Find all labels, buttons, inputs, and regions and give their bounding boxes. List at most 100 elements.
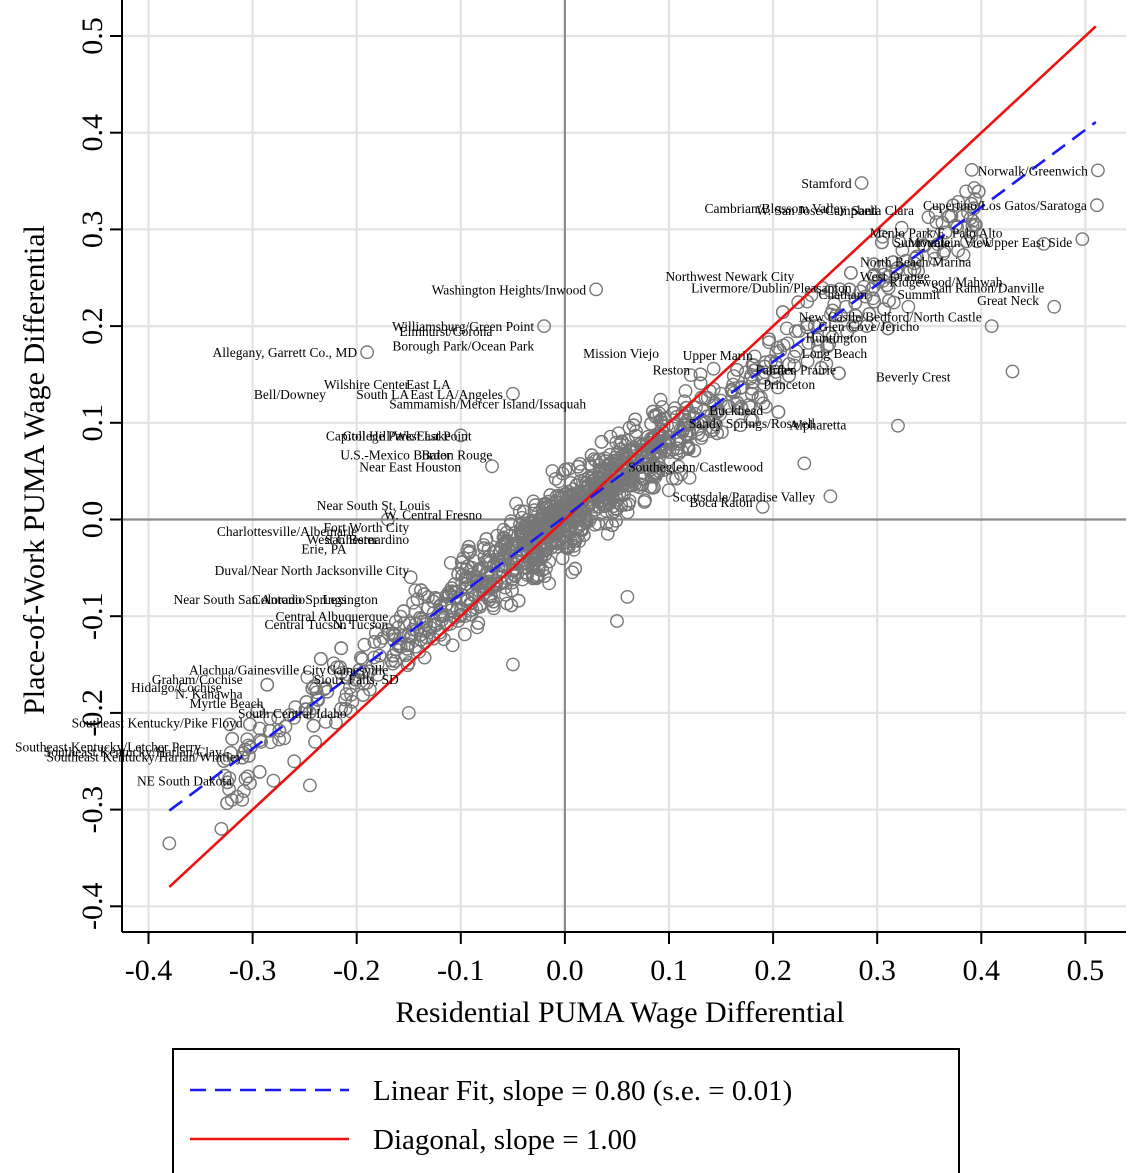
data-point (441, 586, 456, 600)
data-point (589, 282, 603, 297)
data-point (627, 462, 642, 477)
data-point (867, 268, 881, 283)
fit-line (168, 121, 1097, 812)
data-point (620, 464, 635, 478)
point-label: W. Central Fresno (384, 508, 482, 523)
data-point (693, 376, 708, 391)
data-point (592, 467, 607, 481)
data-point (960, 234, 974, 249)
data-point (743, 412, 758, 427)
point-label: Fairfax (755, 363, 794, 378)
data-point (162, 836, 177, 851)
data-point (464, 607, 479, 622)
data-point (401, 706, 416, 720)
point-label: Fort Worth City (324, 520, 410, 535)
data-point (600, 526, 615, 541)
data-point (453, 428, 468, 443)
data-point (388, 654, 403, 668)
point-label: Allegany, Garrett Co., MD (213, 345, 358, 360)
data-point (682, 406, 697, 420)
data-point (951, 243, 965, 258)
data-point (620, 590, 635, 604)
data-point (908, 251, 922, 266)
data-point (678, 384, 693, 398)
data-point (823, 489, 838, 504)
point-label: Sioux Falls, SD (314, 672, 399, 687)
data-point (756, 396, 771, 411)
point-label: East LA/Angeles (410, 387, 503, 402)
data-point (305, 681, 320, 696)
data-point (881, 321, 895, 336)
point-label: Cupertino/Los Gatos/Saratoga (923, 198, 1087, 213)
data-point (400, 642, 415, 656)
point-label: Lexington (322, 592, 378, 607)
data-point (619, 471, 634, 485)
point-label: Menlo Park/E. Palo Alto (870, 225, 1003, 240)
data-point (770, 340, 785, 355)
point-label: San Bernardino (325, 532, 410, 547)
data-point (687, 443, 702, 458)
y-tick-labels: -0.4 -0.3 -0.2 -0.1 0.0 0.1 0.2 0.3 0.4 0.5 (76, 17, 109, 930)
data-point (368, 626, 383, 640)
data-point (1036, 236, 1051, 251)
data-point (661, 483, 676, 498)
point-label: Charlottesville/Albemarle (217, 524, 357, 539)
data-point (605, 518, 620, 533)
data-point (1075, 232, 1090, 247)
data-point (414, 583, 428, 598)
data-point (419, 630, 434, 645)
data-point (895, 243, 910, 258)
data-point (448, 590, 463, 605)
data-point (588, 502, 603, 517)
data-point (854, 176, 869, 190)
point-label: College Park/East Point (343, 428, 472, 443)
data-point (762, 332, 776, 347)
point-label: Central Albuquerque (275, 609, 388, 624)
data-point (832, 366, 846, 381)
point-label: Great Neck (977, 293, 1039, 308)
point-label: South Central Idaho (238, 706, 347, 721)
point-label: Sandy Springs/Roswell (689, 416, 816, 431)
data-point (370, 657, 385, 672)
data-point (769, 364, 783, 379)
data-point (823, 283, 838, 298)
x-tick-labels: -0.4 -0.3 -0.2 -0.1 0.0 0.1 0.2 0.3 0.4 0.5 (125, 954, 1104, 987)
data-point (984, 319, 999, 333)
data-point (857, 279, 871, 294)
data-point (460, 559, 475, 574)
data-point (461, 539, 476, 554)
y-tick-label: -0.1 (76, 592, 109, 640)
data-point (928, 205, 943, 220)
legend-fit-label: Linear Fit, slope = 0.80 (s.e. = 0.01) (373, 1075, 792, 1107)
data-point (224, 793, 239, 807)
data-point (504, 583, 519, 598)
diagonal-line (168, 25, 1097, 888)
point-label: New Castle/Bedford/North Castle (799, 309, 982, 324)
point-label: Southeast Kentucky/Pike Floyd (72, 716, 243, 731)
point-label: Wilshire Center (324, 377, 410, 392)
x-tick-label: 0.3 (858, 954, 896, 987)
point-label: South LA (356, 387, 409, 402)
x-tick-label: 0.2 (754, 954, 792, 987)
data-point (643, 480, 658, 494)
data-point (938, 225, 953, 240)
data-point (548, 471, 563, 486)
data-point (220, 752, 235, 766)
data-point (220, 775, 235, 790)
data-point (950, 220, 964, 235)
data-point (457, 627, 472, 642)
data-point (334, 701, 348, 716)
point-label: Sammamish/Mercer Island/Issaquah (389, 397, 586, 412)
data-point (360, 345, 374, 360)
point-label: Reston (653, 363, 691, 378)
data-point (334, 641, 349, 656)
data-point (271, 710, 285, 725)
data-point (937, 243, 952, 258)
point-label: West Orange (860, 269, 930, 284)
data-point (901, 299, 916, 314)
y-tick-label: 0.3 (76, 211, 109, 249)
point-label: Colorado Springs (252, 592, 347, 607)
data-point (810, 332, 825, 347)
data-point (626, 418, 641, 433)
